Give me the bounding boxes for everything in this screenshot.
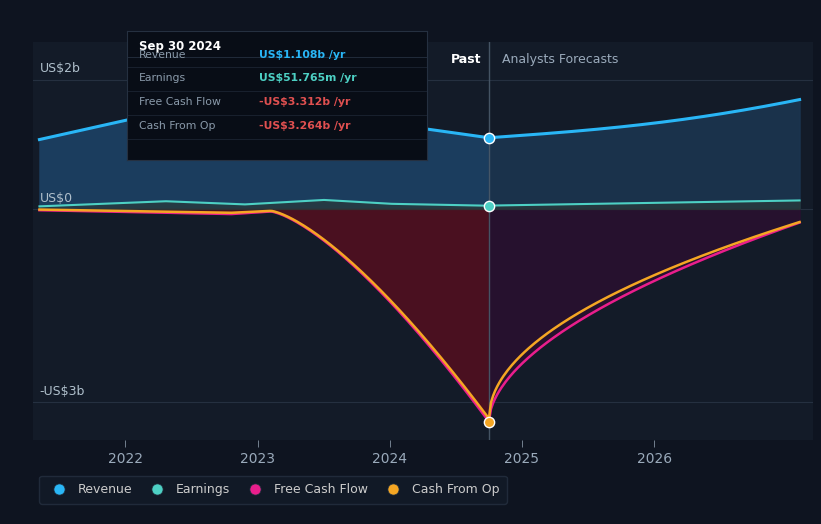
Text: US$51.765m /yr: US$51.765m /yr [259, 73, 357, 83]
Text: -US$3.312b /yr: -US$3.312b /yr [259, 97, 351, 107]
Text: Free Cash Flow: Free Cash Flow [140, 97, 221, 107]
Text: US$0: US$0 [39, 192, 72, 205]
Text: Cash From Op: Cash From Op [140, 121, 216, 131]
Text: US$1.108b /yr: US$1.108b /yr [259, 50, 346, 60]
Text: Analysts Forecasts: Analysts Forecasts [502, 53, 618, 67]
Point [483, 202, 496, 210]
Legend: Revenue, Earnings, Free Cash Flow, Cash From Op: Revenue, Earnings, Free Cash Flow, Cash … [39, 476, 507, 504]
Text: -US$3b: -US$3b [39, 385, 85, 398]
Text: Revenue: Revenue [140, 50, 186, 60]
Text: Past: Past [451, 53, 481, 67]
Point [483, 134, 496, 142]
Text: US$2b: US$2b [39, 62, 80, 75]
Text: Sep 30 2024: Sep 30 2024 [140, 40, 221, 53]
Text: Earnings: Earnings [140, 73, 186, 83]
Point [483, 418, 496, 426]
Text: -US$3.264b /yr: -US$3.264b /yr [259, 121, 351, 131]
